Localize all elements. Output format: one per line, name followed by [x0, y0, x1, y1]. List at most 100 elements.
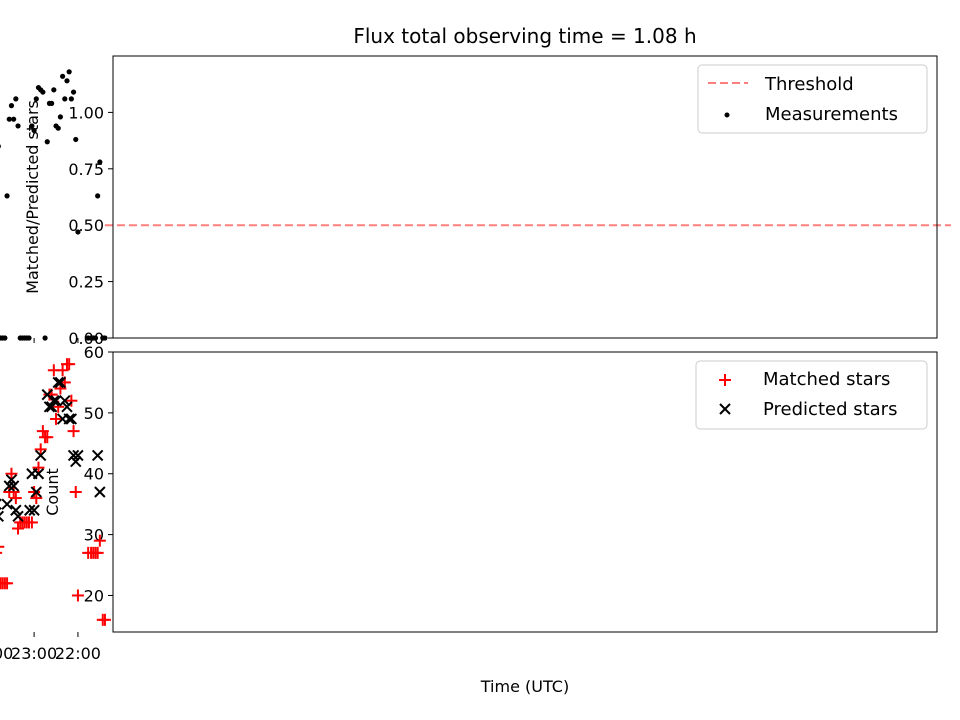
- matched-star-point: [71, 589, 84, 602]
- matched-star-point: [50, 412, 63, 425]
- measurement-point: [8, 103, 15, 109]
- measurement-point: [6, 116, 12, 122]
- ratio-y-tick-label: 0.25: [68, 273, 104, 292]
- count-y-tick-label: 30: [84, 526, 104, 545]
- chart-title: Flux total observing time = 1.08 h: [353, 24, 696, 48]
- measurement-point: [11, 116, 17, 122]
- measurement-point: [73, 136, 79, 143]
- measurement-point: [85, 335, 91, 341]
- matched-star-point: [60, 358, 73, 371]
- measurement-point: [75, 229, 81, 235]
- predicted-star-point: [41, 388, 53, 401]
- predicted-star-point: [3, 480, 15, 492]
- count-panel-y-axis-label: Count: [43, 468, 62, 516]
- count-y-tick-label: 20: [84, 586, 104, 605]
- matched-star-point: [34, 443, 47, 456]
- predicted-star-point: [30, 486, 43, 498]
- matched-star-point: [30, 492, 43, 505]
- measurement-point: [59, 73, 66, 79]
- matched-star-point: [12, 522, 25, 535]
- matched-star-point: [96, 613, 109, 626]
- predicted-star-point: [67, 449, 80, 462]
- measurement-point: [42, 335, 48, 341]
- ratio-y-tick-label: 0.50: [68, 216, 104, 235]
- count-legend-matched-swatch: [719, 374, 731, 386]
- measurement-point: [17, 335, 23, 341]
- predicted-star-point: [91, 449, 104, 462]
- matched-star-point: [43, 388, 56, 401]
- predicted-star-point: [54, 376, 67, 389]
- predicted-star-point: [43, 401, 56, 413]
- measurement-point: [31, 127, 37, 134]
- predicted-star-point: [34, 449, 47, 462]
- count-legend: Matched stars Predicted stars: [695, 360, 928, 430]
- measurement-point: [66, 69, 72, 75]
- ratio-legend-measurements-swatch: [724, 112, 730, 118]
- predicted-star-point: [70, 455, 82, 468]
- matched-star-point: [67, 425, 80, 438]
- measurement-point: [68, 96, 74, 102]
- count-x-tick-label: 00:00: [0, 644, 13, 663]
- matched-star-point: [39, 431, 52, 444]
- predicted-star-point: [94, 486, 106, 498]
- predicted-star-point: [10, 504, 22, 516]
- measurement-point: [0, 335, 4, 341]
- matched-star-point: [0, 577, 7, 590]
- count-x-tick-label: 23:00: [11, 644, 57, 663]
- measurement-point: [53, 123, 59, 129]
- ratio-legend: Threshold Measurements: [697, 64, 928, 134]
- measurement-point: [97, 159, 103, 165]
- matched-star-point: [0, 545, 5, 548]
- predicted-star-point: [12, 510, 24, 523]
- measurement-point: [33, 96, 39, 102]
- ratio-panel: Flux total observing time = 1.08 h 0.000…: [0, 24, 951, 348]
- predicted-star-point: [72, 449, 84, 462]
- predicted-star-point: [1, 498, 13, 510]
- matched-star-point: [3, 486, 16, 498]
- measurement-point: [51, 87, 57, 93]
- matched-star-point: [47, 364, 60, 377]
- ratio-y-tick-label: 1.00: [68, 103, 104, 122]
- predicted-star-point: [24, 504, 36, 516]
- measurement-point: [64, 78, 70, 84]
- count-panel-frame: [112, 351, 938, 633]
- predicted-star-point: [61, 401, 73, 413]
- predicted-star-point: [65, 413, 78, 425]
- matched-star-point: [36, 425, 49, 438]
- count-y-tick-label: 40: [84, 465, 104, 484]
- matched-star-point: [5, 467, 18, 480]
- matched-star-point: [69, 486, 82, 498]
- measurement-point: [29, 123, 35, 129]
- predicted-star-point: [7, 480, 20, 492]
- matched-star-point: [93, 534, 106, 547]
- count-y-tick-label: 60: [84, 343, 104, 362]
- count-panel-x-axis-label: Time (UTC): [480, 677, 569, 696]
- count-y-tick-label: 50: [84, 404, 104, 423]
- predicted-star-point: [52, 376, 64, 389]
- matched-star-point: [28, 486, 41, 498]
- measurement-point: [15, 123, 21, 129]
- measurement-point: [100, 335, 106, 341]
- matched-star-point: [82, 546, 95, 559]
- measurement-point: [95, 193, 101, 199]
- predicted-star-point: [28, 504, 40, 516]
- predicted-star-point: [45, 401, 58, 413]
- predicted-star-point: [5, 474, 18, 486]
- measurement-point: [46, 100, 53, 106]
- measurement-point: [0, 144, 1, 149]
- count-legend-box: [695, 360, 928, 430]
- measurement-point: [62, 96, 68, 102]
- predicted-star-point: [26, 468, 38, 480]
- count-legend-predicted-swatch: [719, 403, 731, 415]
- count-legend-matched-label: Matched stars: [763, 369, 890, 390]
- ratio-legend-threshold-label: Threshold: [764, 74, 854, 95]
- measurement-point: [57, 114, 64, 120]
- matched-star-point: [9, 492, 22, 505]
- matched-star-point: [0, 551, 3, 554]
- ratio-panel-frame: [112, 55, 938, 339]
- ratio-y-tick-label: 0.75: [68, 160, 104, 179]
- measurement-point: [70, 89, 77, 95]
- ratio-legend-measurements-label: Measurements: [765, 104, 898, 125]
